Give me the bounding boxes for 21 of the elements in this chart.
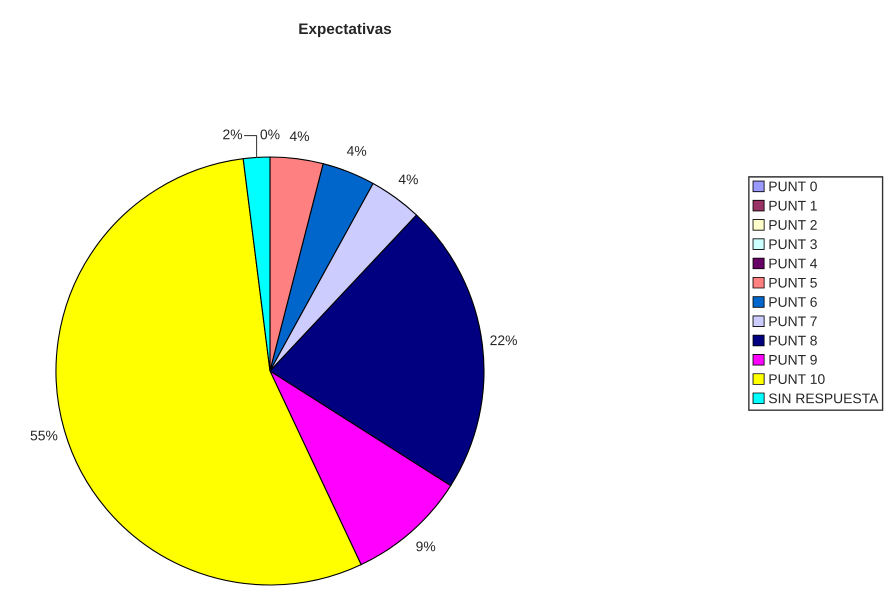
legend-label: PUNT 5: [769, 278, 817, 288]
data-label: 4%: [398, 174, 418, 184]
legend-label: PUNT 1: [769, 200, 817, 211]
data-label: 55%: [30, 430, 58, 440]
legend-label: PUNT 4: [769, 258, 818, 268]
legend-label: SIN RESPUESTA: [768, 393, 878, 404]
data-label: 4%: [346, 146, 366, 156]
data-label: 4%: [290, 131, 310, 142]
chart-title: Expectativas: [299, 22, 392, 38]
legend-label: PUNT 3: [769, 239, 817, 250]
data-label: 9%: [416, 541, 436, 552]
data-label: 22%: [490, 335, 517, 346]
legend-label: PUNT 9: [769, 354, 817, 365]
legend-label: PUNT 10: [769, 374, 825, 384]
legend-label: PUNT 2: [769, 220, 817, 230]
text: 0%: [260, 129, 280, 140]
legend-label: PUNT 0: [769, 181, 817, 192]
legend-label: PUNT 8: [769, 336, 817, 346]
data-label: 2%: [223, 129, 242, 140]
legend-label: PUNT 7: [769, 316, 817, 326]
legend-label: PUNT 6: [769, 297, 817, 307]
